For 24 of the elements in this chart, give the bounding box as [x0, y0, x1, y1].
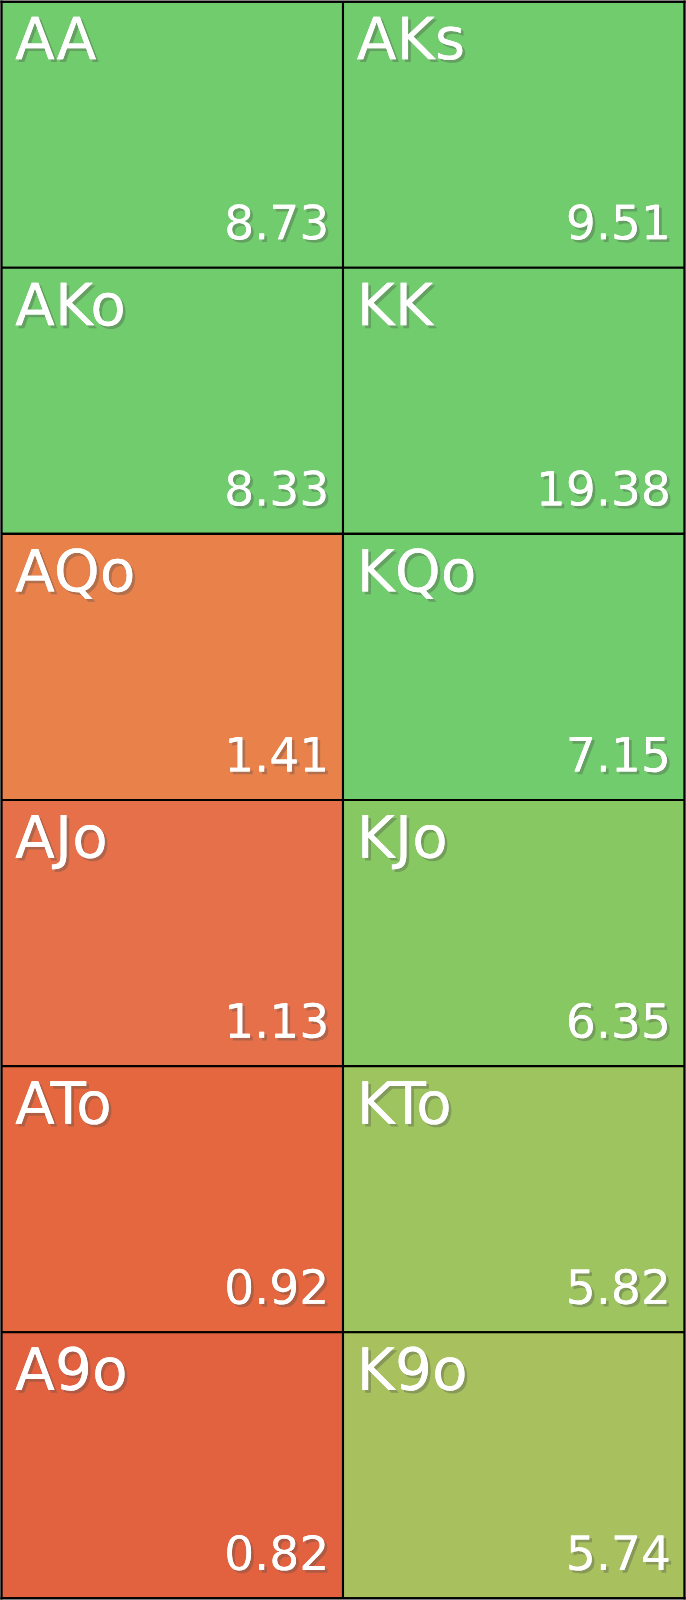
annotation: A9o: [15, 1346, 128, 1394]
data-label: 9.51: [568, 204, 670, 243]
annotation: AJo: [15, 815, 108, 873]
annotation: ATo: [15, 1081, 112, 1128]
data-label: 0.92: [227, 1268, 328, 1308]
data-label: 1.13: [229, 1002, 329, 1042]
data-label: 0.82: [227, 1534, 328, 1574]
data-label: 7.15: [569, 737, 670, 775]
data-label: 8.73: [227, 204, 329, 243]
annotation: KQo: [362, 548, 477, 602]
annotation: AQo: [15, 548, 136, 602]
annotation: KJo: [362, 815, 448, 873]
annotation: K9o: [362, 1346, 468, 1394]
annotation: AA: [15, 16, 99, 63]
data-label: 5.82: [569, 1268, 670, 1308]
data-label: 5.74: [569, 1535, 672, 1574]
annotation: KK: [362, 282, 438, 329]
data-label: 19.38: [540, 470, 671, 509]
data-label: 8.33: [227, 470, 329, 509]
annotation: AKo: [15, 282, 126, 329]
data-label: 6.35: [569, 1002, 670, 1042]
data-label: 1.41: [229, 737, 328, 775]
annotation: KTo: [362, 1081, 452, 1128]
annotation: AKs: [357, 16, 466, 63]
